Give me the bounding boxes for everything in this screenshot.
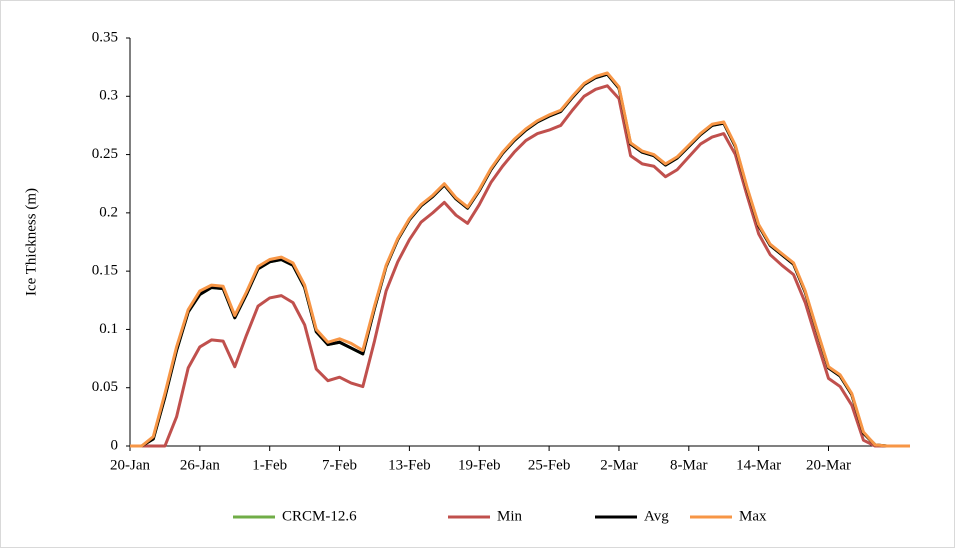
x-tick-label: 14-Mar bbox=[736, 457, 781, 473]
y-tick-label: 0.3 bbox=[99, 88, 118, 104]
x-tick-label: 20-Mar bbox=[806, 457, 851, 473]
legend-label: Min bbox=[497, 508, 523, 524]
y-tick-label: 0.2 bbox=[99, 204, 118, 220]
y-tick-label: 0.35 bbox=[92, 29, 118, 45]
y-tick-label: 0.15 bbox=[92, 263, 118, 279]
x-tick-label: 8-Mar bbox=[670, 457, 708, 473]
legend-label: CRCM-12.6 bbox=[282, 508, 357, 524]
series-line bbox=[130, 71, 910, 448]
series-line bbox=[130, 84, 910, 448]
x-tick-label: 7-Feb bbox=[322, 457, 357, 473]
legend-label: Avg bbox=[644, 508, 669, 524]
y-tick-label: 0.25 bbox=[92, 146, 118, 162]
x-tick-label: 20-Jan bbox=[110, 457, 150, 473]
x-tick-label: 1-Feb bbox=[252, 457, 287, 473]
x-tick-label: 2-Mar bbox=[600, 457, 638, 473]
y-axis-label: Ice Thickness (m) bbox=[23, 188, 39, 296]
y-tick-label: 0.1 bbox=[99, 321, 118, 337]
x-tick-label: 25-Feb bbox=[528, 457, 571, 473]
x-tick-label: 26-Jan bbox=[180, 457, 220, 473]
y-tick-label: 0 bbox=[111, 437, 119, 453]
x-tick-label: 19-Feb bbox=[458, 457, 501, 473]
legend-label: Max bbox=[739, 508, 767, 524]
y-tick-label: 0.05 bbox=[92, 379, 118, 395]
x-tick-label: 13-Feb bbox=[388, 457, 431, 473]
